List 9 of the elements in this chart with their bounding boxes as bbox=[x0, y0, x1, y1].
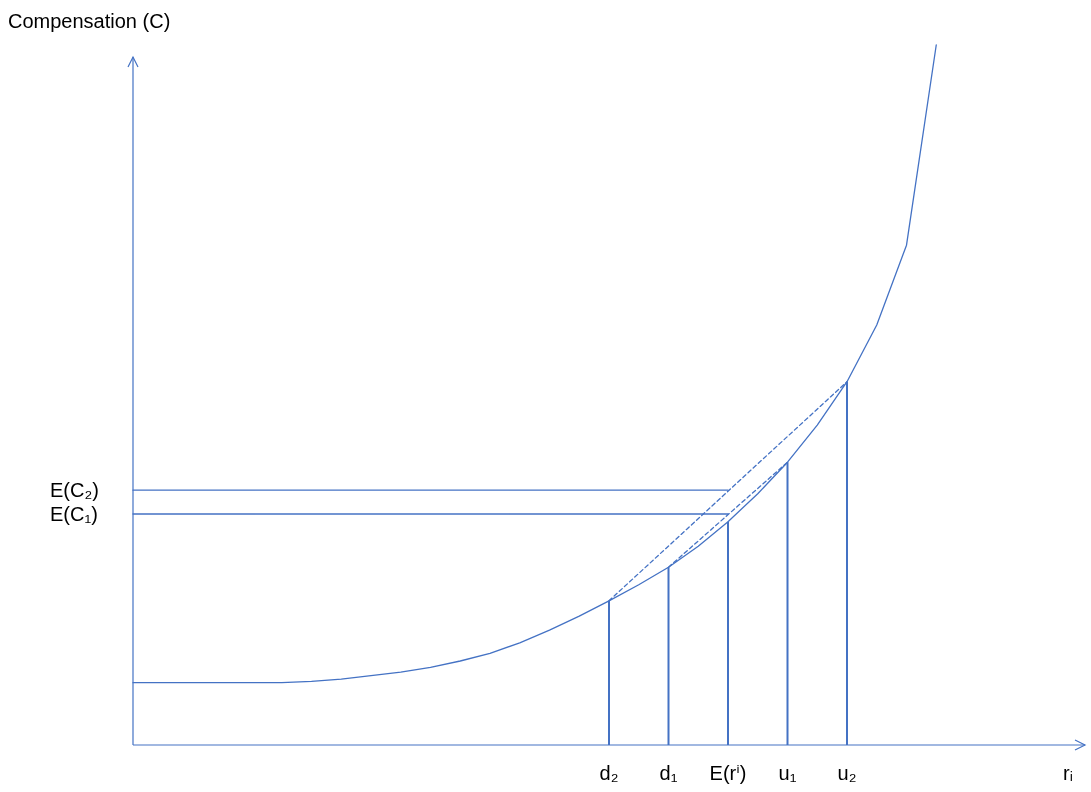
series-label: E(C₁) bbox=[50, 503, 98, 525]
y-axis-title: Compensation (C) bbox=[8, 10, 171, 32]
x-tick-label: u₁ bbox=[778, 762, 797, 784]
x-tick-label: u₂ bbox=[837, 762, 857, 784]
x-tick-label: d₂ bbox=[599, 762, 619, 784]
x-tick-label: d₁ bbox=[659, 762, 678, 784]
x-tick-label: E(rⁱ) bbox=[709, 762, 747, 784]
x-axis-title: rᵢ bbox=[1063, 762, 1073, 784]
series-label: E(C₂) bbox=[50, 479, 99, 502]
